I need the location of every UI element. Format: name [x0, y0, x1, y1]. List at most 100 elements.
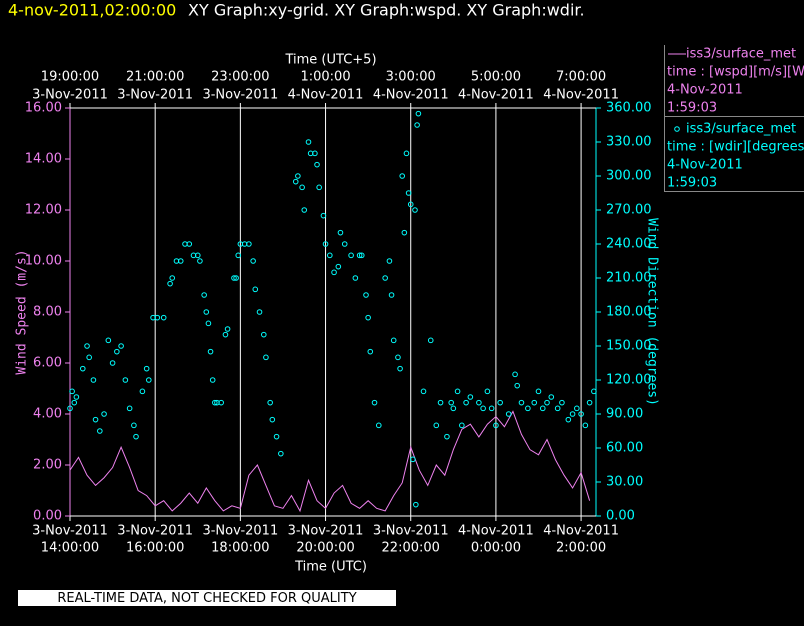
wind-direction-point — [126, 405, 133, 412]
x-tick-date: 4-Nov-2011 — [458, 524, 534, 539]
y2-tick-label: 120.00 — [606, 373, 652, 388]
wind-direction-point — [414, 122, 420, 128]
wind-direction-point — [367, 348, 374, 355]
wind-direction-point — [269, 416, 276, 423]
x-tick-label: 14:00:00 — [41, 541, 99, 556]
wind-direction-point — [167, 280, 173, 287]
y2-tick-label: 60.00 — [606, 441, 643, 456]
x2-tick-date: 4-Nov-2011 — [458, 88, 534, 103]
x-tick-label: 2:00:00 — [556, 541, 606, 556]
wind-direction-point — [569, 411, 576, 417]
wind-direction-point — [348, 252, 354, 259]
footer-box — [18, 590, 396, 606]
x2-tick-label: 1:00:00 — [300, 70, 350, 85]
wind-direction-point — [301, 207, 308, 213]
wind-direction-point — [209, 377, 216, 383]
wind-direction-point — [278, 450, 284, 457]
wind-direction-point — [133, 433, 139, 440]
wind-direction-point — [292, 178, 299, 185]
y-tick-label: 14.00 — [25, 152, 62, 167]
wind-direction-point — [331, 269, 337, 276]
x-tick-label: 22:00:00 — [382, 541, 440, 556]
wind-direction-point — [143, 365, 150, 372]
wind-direction-point — [250, 258, 256, 264]
y2-tick-label: 0.00 — [606, 509, 635, 524]
wind-direction-point — [535, 388, 542, 395]
wind-direction-point — [531, 399, 538, 406]
wind-direction-point — [86, 354, 92, 361]
wind-direction-point — [273, 433, 280, 440]
wind-direction-point — [169, 275, 176, 281]
wind-direction-point — [218, 399, 224, 406]
x2-tick-label: 19:00:00 — [41, 70, 99, 85]
wind-direction-point — [410, 456, 416, 463]
wind-direction-point — [145, 377, 152, 383]
wind-direction-point — [371, 399, 378, 406]
wind-direction-point — [92, 416, 99, 423]
y-axis-label: Wind Speed (m/s) — [15, 249, 30, 374]
wind-direction-point — [450, 405, 457, 412]
wind-direction-point — [382, 275, 388, 281]
wind-direction-point — [518, 399, 525, 406]
wind-direction-point — [203, 309, 210, 315]
y-tick-label: 16.00 — [25, 101, 62, 116]
wind-direction-point — [160, 314, 167, 321]
y2-tick-label: 330.00 — [606, 135, 652, 150]
wind-direction-point — [459, 422, 465, 429]
wind-direction-point — [454, 388, 461, 395]
wind-direction-point — [484, 388, 491, 395]
wind-direction-point — [488, 405, 495, 412]
wind-direction-point — [235, 252, 242, 259]
wind-direction-point — [312, 150, 318, 157]
x2-tick-label: 23:00:00 — [211, 70, 269, 85]
wind-direction-point — [480, 405, 486, 412]
wind-direction-point — [299, 184, 305, 191]
wind-direction-point — [412, 207, 418, 213]
wind-direction-point — [497, 399, 503, 406]
wind-direction-point — [388, 292, 395, 298]
wind-direction-point — [305, 139, 312, 145]
y-tick-label: 6.00 — [33, 356, 62, 371]
wind-direction-point — [559, 399, 565, 406]
wind-direction-point — [476, 399, 482, 406]
wind-direction-point — [197, 258, 203, 264]
y2-axis-label: Wind Direction (degrees) — [645, 218, 660, 406]
wind-direction-point — [405, 190, 412, 196]
x2-axis-label: Time (UTC+5) — [284, 53, 376, 68]
y2-tick-label: 90.00 — [606, 407, 643, 422]
wind-direction-point — [256, 309, 263, 315]
wind-direction-point — [139, 388, 146, 395]
wind-direction-point — [320, 212, 327, 219]
wind-direction-point — [407, 201, 414, 208]
wind-direction-point — [201, 292, 207, 298]
wind-direction-point — [97, 428, 103, 434]
y-tick-label: 0.00 — [33, 509, 62, 524]
x2-tick-date: 3-Nov-2011 — [202, 88, 278, 103]
wind-direction-point — [207, 348, 214, 355]
wind-direction-point — [352, 275, 359, 281]
wind-direction-point — [427, 337, 434, 344]
y-tick-label: 4.00 — [33, 407, 62, 422]
wind-direction-point — [356, 252, 363, 259]
wind-direction-point — [539, 405, 546, 412]
wind-direction-point — [295, 173, 301, 179]
wind-direction-point — [73, 394, 80, 400]
legend-detail: time : [wspd][m/s][Wind — [667, 65, 804, 80]
wind-direction-point — [314, 161, 320, 168]
wind-direction-point — [335, 263, 342, 270]
x2-tick-date: 3-Nov-2011 — [32, 88, 108, 103]
wind-direction-point — [246, 241, 252, 247]
x-tick-date: 3-Nov-2011 — [373, 524, 449, 539]
x-tick-label: 0:00:00 — [471, 541, 521, 556]
y2-tick-label: 30.00 — [606, 475, 643, 490]
wind-direction-point — [420, 388, 427, 395]
wind-direction-point — [186, 241, 193, 247]
x-tick-date: 4-Nov-2011 — [543, 524, 619, 539]
wind-direction-point — [231, 275, 237, 281]
wind-direction-point — [212, 399, 218, 406]
wind-direction-point — [548, 394, 555, 400]
wind-direction-point — [437, 399, 444, 406]
wind-direction-point — [69, 388, 75, 395]
wind-direction-point — [154, 314, 161, 321]
